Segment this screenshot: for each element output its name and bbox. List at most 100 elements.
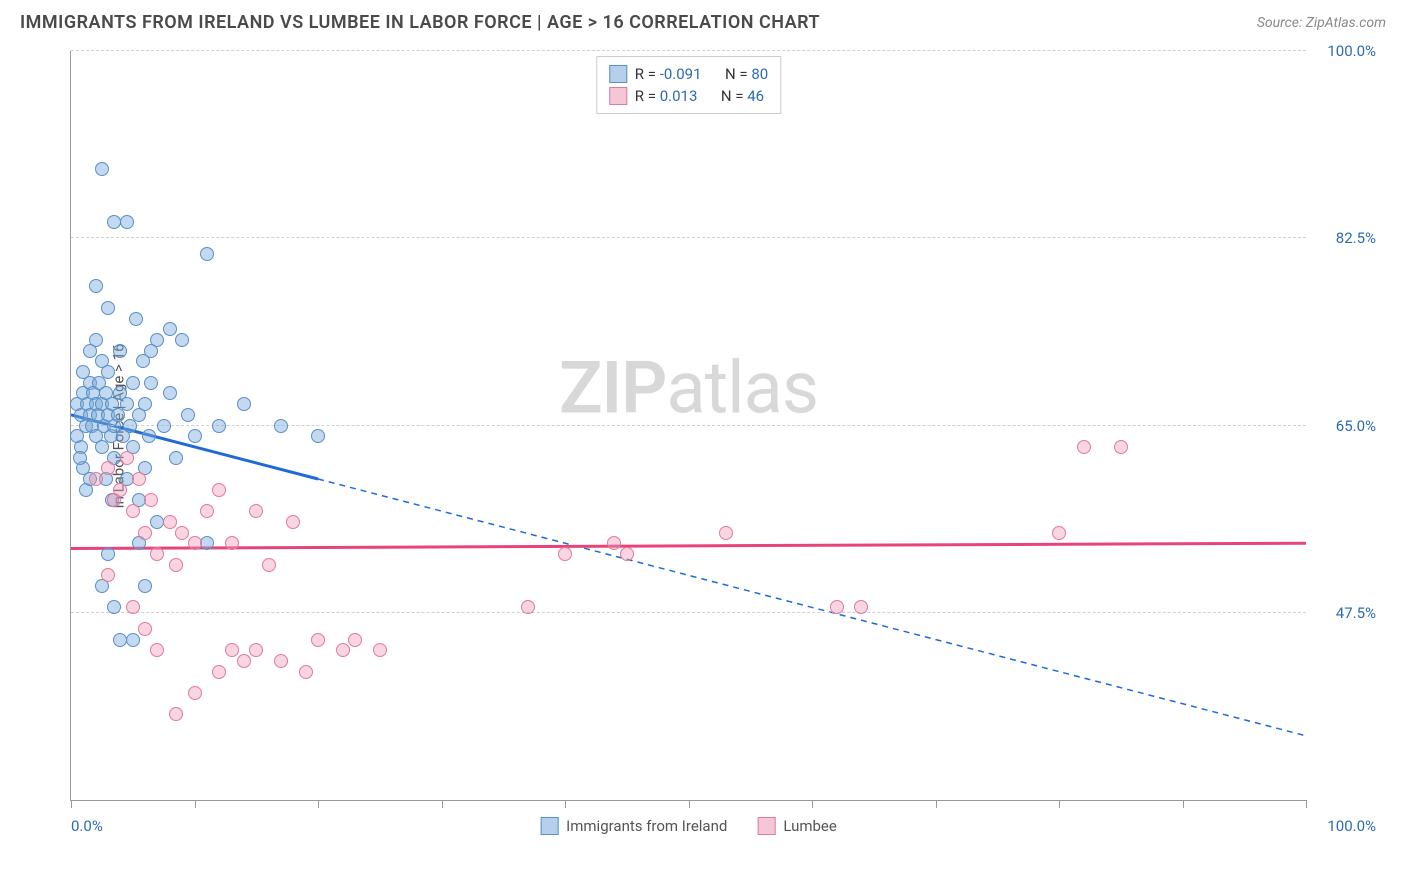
gridline: 65.0% xyxy=(71,425,1306,426)
data-point xyxy=(163,322,177,336)
data-point xyxy=(854,600,868,614)
data-point xyxy=(225,536,239,550)
data-point xyxy=(126,600,140,614)
data-point xyxy=(200,504,214,518)
legend-swatch xyxy=(609,65,627,83)
data-point xyxy=(620,547,634,561)
legend-n: N = 80 xyxy=(725,65,768,83)
legend-r: R = 0.013 xyxy=(635,87,698,105)
data-point xyxy=(70,429,84,443)
data-point xyxy=(521,600,535,614)
data-point xyxy=(607,536,621,550)
data-point xyxy=(237,397,251,411)
data-point xyxy=(129,312,143,326)
data-point xyxy=(76,365,90,379)
chart-title: IMMIGRANTS FROM IRELAND VS LUMBEE IN LAB… xyxy=(20,12,820,33)
data-point xyxy=(120,397,134,411)
data-point xyxy=(188,686,202,700)
data-point xyxy=(212,483,226,497)
data-point xyxy=(249,643,263,657)
legend-series-item: Immigrants from Ireland xyxy=(540,817,727,835)
chart-container: ZIPatlas In Labor Force | Age > 16 R = -… xyxy=(20,41,1386,861)
chart-header: IMMIGRANTS FROM IRELAND VS LUMBEE IN LAB… xyxy=(0,0,1406,41)
data-point xyxy=(132,472,146,486)
data-point xyxy=(311,429,325,443)
data-point xyxy=(169,558,183,572)
data-point xyxy=(212,419,226,433)
legend-stats: R = -0.091 N = 80R = 0.013 N = 46 xyxy=(596,56,781,114)
watermark-zip: ZIP xyxy=(559,346,666,431)
data-point xyxy=(212,665,226,679)
watermark: ZIPatlas xyxy=(559,346,818,431)
data-point xyxy=(138,397,152,411)
data-point xyxy=(1052,526,1066,540)
data-point xyxy=(126,633,140,647)
data-point xyxy=(126,376,140,390)
data-point xyxy=(336,643,350,657)
data-point xyxy=(95,162,109,176)
data-point xyxy=(120,215,134,229)
data-point xyxy=(200,536,214,550)
data-point xyxy=(89,279,103,293)
data-point xyxy=(175,526,189,540)
data-point xyxy=(262,558,276,572)
data-point xyxy=(311,633,325,647)
data-point xyxy=(188,429,202,443)
data-point xyxy=(126,504,140,518)
data-point xyxy=(120,451,134,465)
watermark-atlas: atlas xyxy=(666,346,818,431)
x-tick xyxy=(812,800,813,808)
data-point xyxy=(89,472,103,486)
x-tick xyxy=(442,800,443,808)
x-tick xyxy=(195,800,196,808)
x-tick xyxy=(565,800,566,808)
data-point xyxy=(73,451,87,465)
x-tick xyxy=(1059,800,1060,808)
legend-swatch xyxy=(609,87,627,105)
data-point xyxy=(101,301,115,315)
x-axis-max-label: 100.0% xyxy=(1327,817,1376,835)
legend-n: N = 46 xyxy=(721,87,764,105)
data-point xyxy=(142,429,156,443)
x-tick xyxy=(936,800,937,808)
data-point xyxy=(157,419,171,433)
data-point xyxy=(144,493,158,507)
x-tick xyxy=(1306,800,1307,808)
gridline: 82.5% xyxy=(71,237,1306,238)
data-point xyxy=(558,547,572,561)
x-tick xyxy=(689,800,690,808)
legend-series-label: Immigrants from Ireland xyxy=(566,817,727,835)
legend-series-label: Lumbee xyxy=(783,817,837,835)
x-axis-min-label: 0.0% xyxy=(71,817,103,835)
data-point xyxy=(373,643,387,657)
data-point xyxy=(249,504,263,518)
data-point xyxy=(101,461,115,475)
data-point xyxy=(101,547,115,561)
data-point xyxy=(138,526,152,540)
y-tick-label: 47.5% xyxy=(1336,604,1376,622)
data-point xyxy=(274,654,288,668)
x-tick xyxy=(1183,800,1184,808)
data-point xyxy=(113,483,127,497)
data-point xyxy=(181,408,195,422)
trend-lines xyxy=(71,51,1306,800)
legend-series-item: Lumbee xyxy=(757,817,837,835)
data-point xyxy=(169,451,183,465)
plot-area: ZIPatlas In Labor Force | Age > 16 R = -… xyxy=(70,51,1306,801)
data-point xyxy=(144,344,158,358)
data-point xyxy=(138,622,152,636)
data-point xyxy=(150,643,164,657)
data-point xyxy=(1077,440,1091,454)
gridline: 100.0% xyxy=(71,50,1306,51)
data-point xyxy=(138,579,152,593)
data-point xyxy=(163,515,177,529)
gridline: 47.5% xyxy=(71,612,1306,613)
data-point xyxy=(101,568,115,582)
legend-stat-row: R = 0.013 N = 46 xyxy=(609,85,768,107)
data-point xyxy=(348,633,362,647)
legend-series: Immigrants from Ireland Lumbee xyxy=(540,817,837,835)
data-point xyxy=(1114,440,1128,454)
data-point xyxy=(237,654,251,668)
legend-swatch xyxy=(757,817,775,835)
y-tick-label: 65.0% xyxy=(1336,417,1376,435)
